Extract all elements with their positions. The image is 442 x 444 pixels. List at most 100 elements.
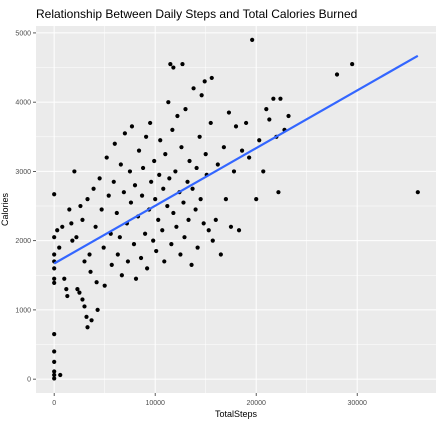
data-point xyxy=(152,158,157,164)
data-point xyxy=(166,100,171,105)
data-point xyxy=(52,252,57,257)
data-point xyxy=(77,290,82,295)
data-point xyxy=(80,217,85,222)
data-point xyxy=(129,124,135,129)
data-point xyxy=(74,235,79,240)
data-point xyxy=(153,197,158,202)
data-point xyxy=(195,245,200,250)
data-point xyxy=(109,262,114,267)
data-point xyxy=(168,61,173,67)
data-point xyxy=(183,106,188,112)
data-point xyxy=(202,79,207,84)
data-point xyxy=(350,61,355,67)
y-tick-label: 4000 xyxy=(15,100,31,107)
data-point xyxy=(187,158,192,164)
data-point xyxy=(82,259,87,264)
data-point xyxy=(247,155,252,160)
data-point xyxy=(226,110,232,115)
data-point xyxy=(215,162,220,167)
data-point xyxy=(276,190,281,195)
data-point xyxy=(162,259,167,264)
data-point xyxy=(178,252,183,257)
y-tick-label: 3000 xyxy=(15,169,31,176)
data-point xyxy=(52,276,57,281)
data-point xyxy=(52,266,57,271)
data-point xyxy=(171,210,176,216)
data-point xyxy=(158,138,163,143)
data-point xyxy=(231,169,237,174)
chart-title: Relationship Between Daily Steps and Tot… xyxy=(36,7,357,21)
data-point xyxy=(278,96,283,101)
data-point xyxy=(267,117,272,122)
y-tick-label: 2000 xyxy=(15,238,31,245)
data-point xyxy=(199,93,204,98)
x-tick-label: 10000 xyxy=(145,400,165,407)
data-point xyxy=(65,293,70,299)
data-point xyxy=(208,120,213,126)
data-point xyxy=(52,372,57,378)
data-point xyxy=(133,276,139,281)
data-point xyxy=(185,179,190,184)
data-point xyxy=(138,255,144,261)
data-point xyxy=(167,176,172,181)
data-point xyxy=(154,248,159,254)
data-point xyxy=(250,37,255,42)
data-point xyxy=(112,141,117,146)
trend-line-group xyxy=(53,54,419,265)
data-point xyxy=(131,242,137,247)
data-point xyxy=(84,314,89,319)
axes: 0 10000 20000 30000 0 1000 2000 3000 4000 5000 xyxy=(15,30,367,407)
x-axis-title: TotalSteps xyxy=(215,409,258,419)
data-point xyxy=(257,138,262,143)
data-points xyxy=(52,37,420,381)
data-point xyxy=(111,179,116,184)
data-point xyxy=(197,134,202,139)
grid-lines xyxy=(36,26,436,393)
x-tick-label: 0 xyxy=(52,400,56,407)
data-point xyxy=(52,369,57,374)
data-point xyxy=(132,183,138,188)
data-point xyxy=(169,242,174,247)
data-point xyxy=(182,235,187,240)
data-point xyxy=(52,359,57,364)
data-point xyxy=(52,235,57,240)
data-point xyxy=(173,169,178,174)
data-point xyxy=(82,304,87,309)
data-point xyxy=(136,148,142,153)
data-point xyxy=(175,113,180,119)
data-point xyxy=(125,259,131,264)
data-point xyxy=(52,280,57,285)
data-point xyxy=(163,152,168,157)
data-point xyxy=(95,307,100,313)
data-point xyxy=(115,252,120,257)
data-point xyxy=(206,228,211,233)
data-point xyxy=(128,200,134,205)
data-point xyxy=(58,372,63,378)
data-point xyxy=(85,325,90,330)
data-point xyxy=(286,113,291,119)
data-point xyxy=(180,61,185,67)
y-axis-title: Calories xyxy=(0,192,10,226)
data-point xyxy=(213,217,218,222)
data-point xyxy=(122,131,127,136)
data-point xyxy=(210,238,215,243)
data-point xyxy=(148,120,153,126)
data-point xyxy=(223,197,228,202)
data-point xyxy=(142,231,148,236)
y-tick-label: 5000 xyxy=(15,30,31,37)
data-point xyxy=(334,72,340,77)
data-point xyxy=(209,75,214,81)
x-tick-label: 20000 xyxy=(246,400,266,407)
data-point xyxy=(244,120,249,126)
data-point xyxy=(179,145,184,150)
data-point xyxy=(64,287,69,292)
data-point xyxy=(151,238,156,243)
data-point xyxy=(221,145,226,150)
data-point xyxy=(254,197,259,202)
data-point xyxy=(94,280,99,285)
data-point xyxy=(106,193,111,198)
data-point xyxy=(160,228,165,233)
data-point xyxy=(161,186,166,191)
data-point xyxy=(118,162,123,167)
